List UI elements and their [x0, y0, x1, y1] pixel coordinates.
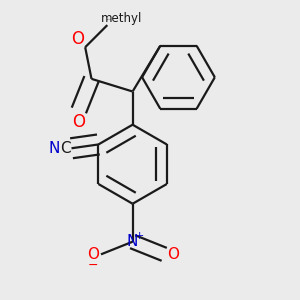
Text: methyl: methyl — [101, 12, 142, 25]
Text: O: O — [71, 30, 84, 48]
Text: methyl: methyl — [106, 19, 111, 20]
Text: C: C — [61, 141, 71, 156]
Text: N: N — [127, 234, 138, 249]
Text: N: N — [48, 141, 60, 156]
Text: O: O — [87, 247, 99, 262]
Text: −: − — [88, 259, 98, 272]
Text: O: O — [72, 112, 86, 130]
Text: O: O — [167, 247, 179, 262]
Text: +: + — [135, 231, 144, 241]
